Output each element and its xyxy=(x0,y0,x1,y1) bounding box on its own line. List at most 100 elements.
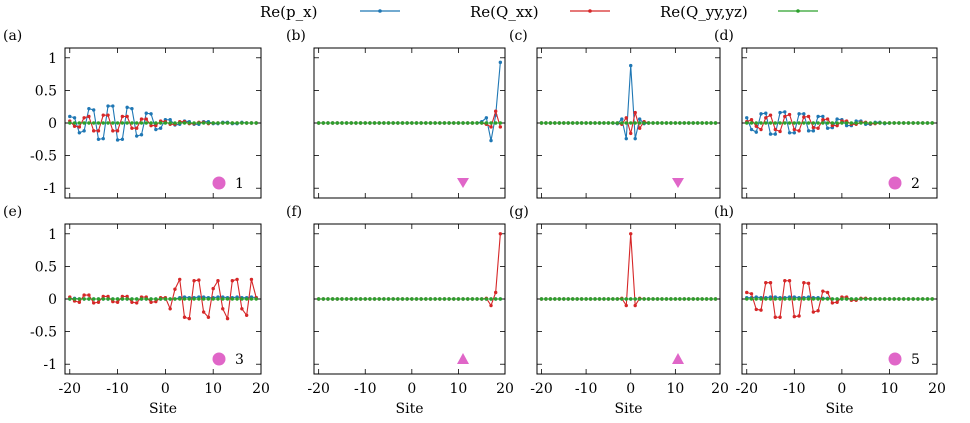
data-point xyxy=(887,121,892,125)
data-point xyxy=(811,297,816,301)
state-marker-label: 5 xyxy=(911,352,920,368)
data-point xyxy=(797,112,801,116)
series-line xyxy=(541,65,716,139)
data-point xyxy=(120,294,125,299)
data-point xyxy=(244,121,249,125)
data-point xyxy=(655,297,660,301)
data-point xyxy=(377,121,381,125)
data-point xyxy=(192,121,196,125)
data-point xyxy=(821,114,825,119)
x-axis-label: Site xyxy=(826,401,854,417)
data-point xyxy=(745,121,749,125)
data-point xyxy=(484,121,489,125)
data-point xyxy=(783,121,787,125)
y-tick-label: 0.5 xyxy=(35,259,57,275)
data-point xyxy=(633,121,637,125)
data-point xyxy=(72,297,77,301)
data-point xyxy=(844,123,849,128)
data-point xyxy=(562,121,566,125)
data-point xyxy=(115,121,120,125)
data-point xyxy=(498,121,503,125)
panel: (h) -20 -10 0 10 20 Site 5 xyxy=(714,204,946,417)
panel-label: (c) xyxy=(509,28,528,44)
data-point xyxy=(135,301,139,305)
data-point xyxy=(624,121,628,125)
data-point xyxy=(687,121,691,125)
data-point xyxy=(629,131,633,136)
data-point xyxy=(637,297,642,301)
data-point xyxy=(892,297,896,301)
data-point xyxy=(897,297,901,301)
data-point xyxy=(358,297,363,301)
data-point xyxy=(792,297,797,301)
data-point xyxy=(111,121,115,125)
y-tick-label: -1 xyxy=(43,357,57,373)
data-point xyxy=(115,129,120,133)
data-point xyxy=(240,297,244,301)
legend-marker xyxy=(588,9,592,13)
data-point xyxy=(816,114,820,119)
data-point xyxy=(225,121,230,125)
data-point xyxy=(816,309,820,313)
data-point xyxy=(682,297,686,301)
x-tick-label: -20 xyxy=(307,381,330,397)
data-point xyxy=(216,279,220,283)
data-point xyxy=(340,121,344,125)
data-point xyxy=(830,121,835,125)
data-point xyxy=(764,111,768,115)
data-point xyxy=(149,112,153,116)
data-point xyxy=(168,307,172,311)
data-point xyxy=(349,121,353,125)
data-point xyxy=(68,121,72,125)
data-point xyxy=(633,136,637,141)
data-point xyxy=(438,297,442,301)
data-point xyxy=(197,297,201,301)
data-point xyxy=(493,297,498,301)
data-point xyxy=(802,115,806,119)
data-point xyxy=(489,297,493,301)
data-point xyxy=(678,121,682,125)
series xyxy=(539,232,718,308)
data-point xyxy=(498,297,503,301)
state-marker-triangle-down xyxy=(672,178,684,188)
state-marker-label: 1 xyxy=(235,176,244,192)
data-point xyxy=(745,290,749,295)
data-point xyxy=(106,297,110,301)
data-point xyxy=(620,297,624,301)
data-point xyxy=(759,127,763,132)
data-point xyxy=(187,297,191,301)
data-point xyxy=(906,297,911,301)
data-point xyxy=(633,297,637,301)
data-point xyxy=(887,297,892,301)
data-point xyxy=(759,112,763,116)
legend: Re(p_x) Re(Q_xx) Re(Q_yy,yz) xyxy=(260,3,818,21)
data-point xyxy=(433,121,437,125)
data-point xyxy=(651,121,655,125)
data-point xyxy=(91,108,96,112)
data-point xyxy=(101,136,105,141)
data-point xyxy=(424,121,428,125)
data-point xyxy=(637,117,642,121)
data-point xyxy=(806,129,811,133)
data-point xyxy=(624,297,628,301)
state-marker-label: 2 xyxy=(911,176,920,192)
data-point xyxy=(149,121,153,125)
data-point xyxy=(816,297,820,301)
x-tick-label: 10 xyxy=(666,381,684,397)
data-point xyxy=(797,297,801,301)
data-point xyxy=(597,121,602,125)
panel-label: (g) xyxy=(509,204,529,220)
data-point xyxy=(700,121,704,125)
data-point xyxy=(709,297,713,301)
data-point xyxy=(230,121,235,125)
data-point xyxy=(835,121,839,125)
data-point xyxy=(821,118,825,122)
data-point xyxy=(669,121,673,125)
data-point xyxy=(240,121,244,125)
data-point xyxy=(902,121,906,125)
data-point xyxy=(868,121,873,125)
data-point xyxy=(249,121,254,125)
data-point xyxy=(825,117,830,121)
data-point xyxy=(321,297,326,301)
legend-entry: Re(Q_yy,yz) xyxy=(660,3,818,21)
